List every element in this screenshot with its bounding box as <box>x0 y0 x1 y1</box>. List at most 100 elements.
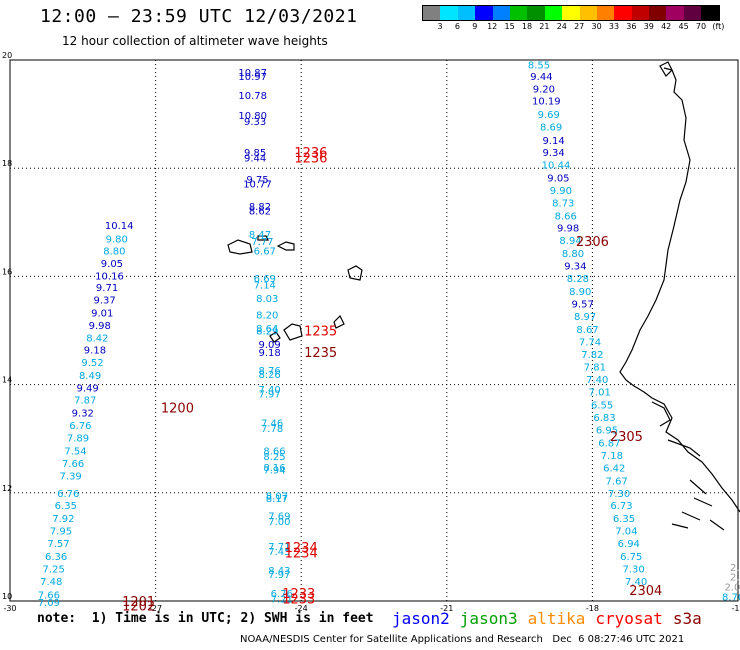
island-fogo <box>269 331 281 343</box>
wave-height-label: 6.87 <box>598 438 620 449</box>
wave-height-label: 7.25 <box>43 565 65 576</box>
color-legend-tick: 6 <box>454 22 460 31</box>
wave-height-label: 8.55 <box>528 60 550 71</box>
wave-height-label: 9.32 <box>72 409 94 420</box>
wave-height-label: 9.49 <box>77 383 99 394</box>
color-swatch <box>527 6 545 20</box>
page-title: 12:00 – 23:59 UTC 12/03/2021 <box>40 6 358 27</box>
wave-height-label: 10.87 <box>238 68 267 79</box>
wave-height-label: 7.69 <box>268 512 290 523</box>
wave-height-label: 7.87 <box>74 396 96 407</box>
wave-height-label: 8.82 <box>249 202 271 213</box>
color-legend-tick: 27 <box>574 22 585 31</box>
wave-height-label: 7.77 <box>251 237 273 248</box>
wave-height-label: 8.20 <box>256 310 278 321</box>
color-swatch <box>562 6 580 20</box>
island-sao-vicente <box>276 241 295 251</box>
island-sal <box>347 265 363 281</box>
wave-height-label: 6.69 <box>254 274 276 285</box>
wave-height-label: 8.47 <box>249 230 271 241</box>
wave-height-label: 8.03 <box>256 294 278 305</box>
wave-height-label: 7.39 <box>60 471 82 482</box>
wave-height-label: 6.83 <box>593 413 615 424</box>
wave-height-label: 6.67 <box>254 246 276 257</box>
wave-height-label: 10.77 <box>243 179 272 190</box>
wave-height-label: 7.14 <box>254 281 276 292</box>
wave-height-label: 7.45 <box>268 547 290 558</box>
color-legend-tick: 15 <box>504 22 515 31</box>
wave-height-label: 8.62 <box>249 206 271 217</box>
color-legend-tick: 39 <box>643 22 654 31</box>
wave-height-label: 9.18 <box>259 348 281 359</box>
color-swatch <box>544 6 563 20</box>
wave-height-label: 7.21 <box>271 594 293 605</box>
wave-height-label: 7.66 <box>62 459 84 470</box>
wave-height-label: 8.67 <box>576 325 598 336</box>
wave-height-label: 9.69 <box>538 110 560 121</box>
wave-height-label: 7.95 <box>50 527 72 538</box>
note-text: note: 1) Time is in UTC; 2) SWH is in fe… <box>37 611 374 626</box>
color-swatch <box>701 6 719 20</box>
wave-height-label: 10.97 <box>238 72 267 83</box>
lon-tick-label: -24 <box>295 604 308 613</box>
wave-height-label: 6.36 <box>45 552 67 563</box>
wave-height-label: 6.76 <box>69 421 91 432</box>
senegal-inlet <box>651 401 671 427</box>
gambia-inlet <box>667 439 701 457</box>
color-legend-tick: 9 <box>472 22 478 31</box>
wave-height-label: 8.64 <box>256 324 278 335</box>
wave-height-label: 8.90 <box>569 287 591 298</box>
wave-height-label: 7.71 <box>268 542 290 553</box>
color-legend-tick: 21 <box>539 22 550 31</box>
wave-height-labels: 10.149.808.809.0510.169.719.379.019.988.… <box>38 60 740 614</box>
color-legend-bar <box>422 5 720 21</box>
color-swatch <box>509 6 528 20</box>
wave-height-label: 7.40 <box>586 375 608 386</box>
wave-height-label: 10.14 <box>105 221 134 232</box>
wave-height-label: 8.07 <box>266 492 288 503</box>
wave-height-label: 9.20 <box>533 85 555 96</box>
color-swatch <box>440 6 458 20</box>
pass-time-label: 1234 <box>285 541 318 556</box>
pass-time-label: 2305 <box>610 430 643 445</box>
wave-height-label: 6.75 <box>620 552 642 563</box>
wave-height-label: 7.09 <box>38 598 60 609</box>
wave-height-label: 9.18 <box>84 345 106 356</box>
wave-height-label: 8.76 <box>259 366 281 377</box>
pass-time-label: 1233 <box>282 592 315 607</box>
wave-height-label: 9.33 <box>244 117 266 128</box>
wave-height-label: 6.35 <box>613 514 635 525</box>
island-santo-antao <box>227 239 253 255</box>
wave-height-label: 7.82 <box>581 350 603 361</box>
lat-lon-grid: -30 -27 -24 -21 -18 -15 20 18 16 14 12 10 <box>2 51 740 613</box>
page-subtitle: 12 hour collection of altimeter wave hei… <box>62 34 328 48</box>
wave-height-label: 9.34 <box>542 148 564 159</box>
wave-height-label: 7.92 <box>52 514 74 525</box>
color-legend-tick: 70 <box>695 22 707 31</box>
wave-height-label: 7.18 <box>601 451 623 462</box>
lat-tick-label: 16 <box>2 267 12 276</box>
wave-height-label: 7.30 <box>608 489 630 500</box>
wave-height-label: 9.85 <box>244 148 266 159</box>
wave-height-label: 7.40 <box>259 385 281 396</box>
wave-height-label: 7.04 <box>615 527 637 538</box>
wave-height-label: 8.66 <box>555 211 577 222</box>
wave-height-label: 7.89 <box>67 434 89 445</box>
wave-height-label: 8.69 <box>540 123 562 134</box>
wave-height-label: 2.01 <box>724 582 740 593</box>
island-santiago <box>283 323 303 341</box>
wave-height-label: 8.66 <box>263 447 285 458</box>
credit-line: NOAA/NESDIS Center for Satellite Applica… <box>240 634 685 645</box>
wave-height-label: 10.16 <box>95 271 124 282</box>
wave-height-label: 8.73 <box>552 198 574 209</box>
wave-height-label: 8.29 <box>256 327 278 338</box>
pass-time-label: 1233 <box>282 587 315 602</box>
wave-height-label: 9.71 <box>96 283 118 294</box>
color-legend-tick: 42 <box>661 22 672 31</box>
legend-item-jason3: jason3 <box>459 609 518 628</box>
lat-tick-label: 18 <box>2 159 12 168</box>
island-boa-vista <box>333 314 345 329</box>
wave-height-label: 9.98 <box>557 224 579 235</box>
wave-height-label: 9.34 <box>564 262 586 273</box>
